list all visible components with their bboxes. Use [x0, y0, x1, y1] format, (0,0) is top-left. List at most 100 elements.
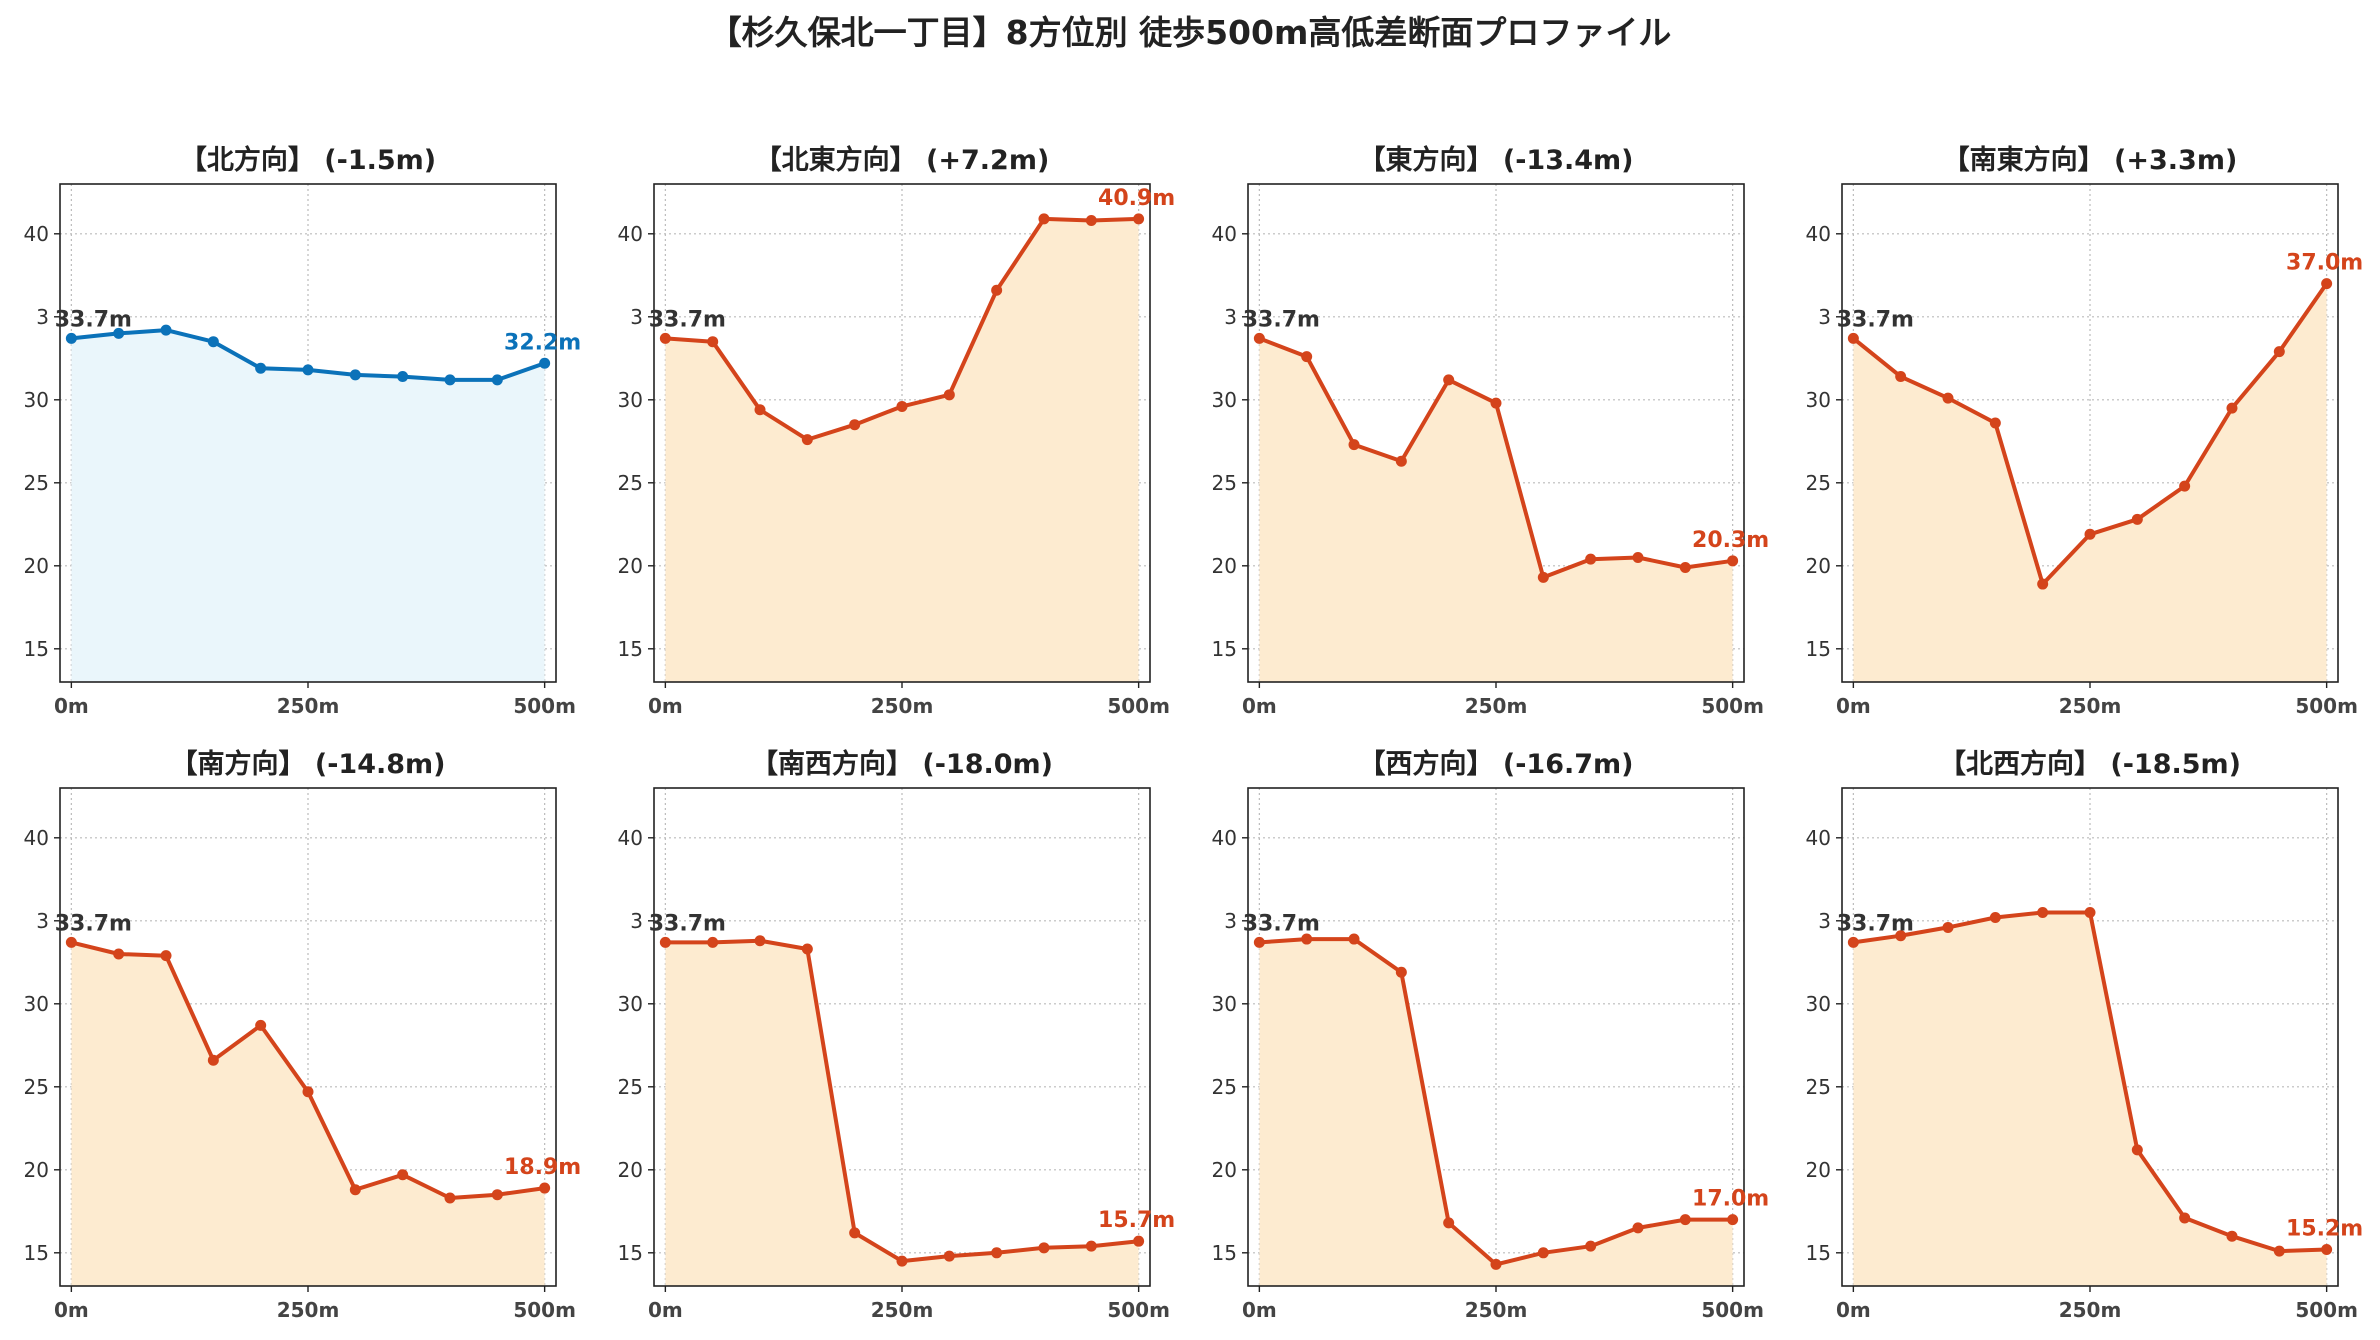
y-tick-label: 20 [1212, 554, 1237, 578]
data-point [302, 364, 314, 376]
y-tick-label: 30 [618, 992, 643, 1016]
data-point [1585, 553, 1597, 565]
data-point [1632, 552, 1644, 563]
y-tick-label: 15 [24, 1241, 49, 1265]
x-tick-label: 250m [1465, 1298, 1528, 1322]
y-tick-label: 3 [1224, 305, 1237, 329]
area-fill [1853, 912, 2327, 1286]
x-tick-label: 500m [1701, 1298, 1764, 1322]
x-tick-label: 0m [1242, 1298, 1277, 1322]
x-tick-label: 250m [1465, 694, 1528, 718]
x-tick-label: 250m [871, 694, 934, 718]
data-point [801, 943, 813, 955]
end-value-label: 20.3m [1692, 528, 1769, 553]
data-point [2131, 1144, 2143, 1156]
data-point [207, 1054, 219, 1066]
panel-title: 【東方向】 (-13.4m) [1358, 144, 1633, 176]
area-fill [1853, 283, 2327, 682]
data-point [896, 400, 908, 412]
data-point [349, 369, 361, 381]
data-point [1490, 1258, 1502, 1270]
y-tick-label: 40 [24, 222, 49, 246]
data-point [1395, 455, 1407, 467]
x-tick-label: 500m [2295, 694, 2358, 718]
start-value-label: 33.7m [649, 911, 726, 936]
panel-2: 【北東方向】 (+7.2m) 15 20 25 30 3 40 0m 250m 500m 33.7m… [618, 144, 1176, 718]
data-point [801, 434, 813, 446]
area-fill [71, 942, 545, 1286]
y-tick-label: 20 [24, 1158, 49, 1182]
data-point [849, 419, 861, 431]
y-tick-label: 40 [24, 826, 49, 850]
y-tick-label: 40 [1212, 826, 1237, 850]
end-value-label: 40.9m [1098, 186, 1175, 211]
area-fill [1259, 939, 1733, 1286]
start-value-label: 33.7m [55, 307, 132, 332]
data-point [1085, 215, 1097, 227]
start-value-label: 33.7m [1837, 307, 1914, 332]
y-tick-label: 30 [618, 388, 643, 412]
y-tick-label: 20 [1806, 1158, 1831, 1182]
end-value-label: 15.7m [1098, 1208, 1175, 1233]
data-point [1038, 1242, 1050, 1254]
data-point [1348, 933, 1360, 945]
x-tick-label: 0m [1242, 694, 1277, 718]
data-point [2226, 1230, 2238, 1242]
x-tick-label: 500m [2295, 1298, 2358, 1322]
x-tick-label: 0m [1836, 694, 1871, 718]
y-tick-label: 30 [1212, 388, 1237, 412]
y-tick-label: 3 [1818, 305, 1831, 329]
data-point [1847, 332, 1859, 344]
y-tick-label: 40 [618, 222, 643, 246]
data-point [1537, 1247, 1549, 1259]
data-point [1895, 371, 1907, 383]
data-point [2321, 278, 2333, 290]
data-point [2037, 578, 2049, 590]
x-tick-label: 0m [1836, 1298, 1871, 1322]
y-tick-label: 3 [630, 909, 643, 933]
data-point [2131, 513, 2143, 525]
y-tick-label: 3 [36, 909, 49, 933]
y-tick-label: 25 [1806, 471, 1831, 495]
panel-6: 【南西方向】 (-18.0m) 15 20 25 30 3 40 0m 250m 500m 33.7… [618, 748, 1176, 1322]
data-point [707, 336, 719, 348]
y-tick-label: 25 [618, 1075, 643, 1099]
x-tick-label: 250m [277, 1298, 340, 1322]
data-point [1632, 1222, 1644, 1234]
data-point [1727, 555, 1739, 567]
x-tick-label: 250m [2059, 694, 2122, 718]
y-tick-label: 15 [24, 637, 49, 661]
data-point [397, 371, 409, 383]
data-point [991, 284, 1003, 296]
data-point [1537, 571, 1549, 583]
data-point [1585, 1240, 1597, 1252]
y-tick-label: 30 [1806, 992, 1831, 1016]
y-tick-label: 15 [1806, 1241, 1831, 1265]
data-point [1679, 1214, 1691, 1226]
start-value-label: 33.7m [1243, 911, 1320, 936]
data-point [943, 1250, 955, 1262]
y-tick-label: 15 [1212, 637, 1237, 661]
area-fill [71, 330, 545, 682]
data-point [2321, 1243, 2333, 1255]
y-tick-label: 40 [1212, 222, 1237, 246]
data-point [491, 1189, 503, 1201]
data-point [707, 936, 719, 948]
x-tick-label: 0m [54, 694, 89, 718]
y-tick-label: 20 [1212, 1158, 1237, 1182]
data-point [2084, 907, 2096, 918]
data-point [2273, 346, 2285, 358]
data-point [1085, 1240, 1097, 1252]
data-point [2037, 907, 2049, 918]
x-tick-label: 500m [1107, 694, 1170, 718]
x-tick-label: 0m [648, 694, 683, 718]
end-value-label: 32.2m [504, 330, 581, 355]
data-point [1989, 417, 2001, 429]
data-point [1395, 966, 1407, 978]
data-point [1490, 397, 1502, 409]
data-point [1942, 392, 1954, 404]
y-tick-label: 25 [1212, 471, 1237, 495]
panel-8: 【北西方向】 (-18.5m) 15 20 25 30 3 40 0m 250m 500m 33.7… [1806, 748, 2364, 1322]
